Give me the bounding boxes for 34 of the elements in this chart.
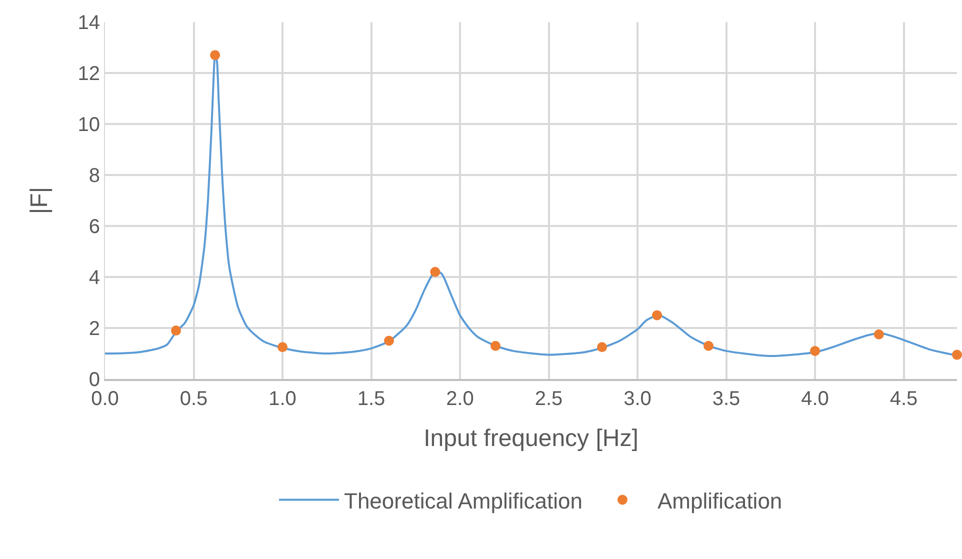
x-tick-label: 0.5 bbox=[180, 388, 208, 410]
y-tick-label: 2 bbox=[88, 318, 100, 340]
y-axis-title: |F| bbox=[26, 186, 53, 214]
x-tick-label: 4.5 bbox=[890, 388, 918, 410]
x-tick-label: 1.5 bbox=[357, 388, 386, 410]
point bbox=[490, 340, 500, 351]
point bbox=[384, 336, 394, 346]
y-tick-label: 10 bbox=[78, 114, 100, 136]
point bbox=[704, 340, 714, 351]
point bbox=[597, 342, 607, 352]
y-tick-label: 4 bbox=[88, 267, 100, 289]
point bbox=[278, 342, 288, 352]
point bbox=[171, 326, 181, 336]
point bbox=[952, 350, 962, 360]
x-tick-label: 3.5 bbox=[712, 388, 740, 410]
x-tick-label: 3.0 bbox=[624, 388, 652, 410]
point bbox=[874, 329, 884, 340]
legend-label: Theoretical Amplification bbox=[344, 488, 582, 514]
y-tick-label: 0 bbox=[88, 369, 100, 391]
point bbox=[430, 266, 440, 277]
y-tick-label: 6 bbox=[88, 216, 100, 238]
legend-label: Amplification bbox=[657, 488, 782, 514]
point bbox=[652, 310, 662, 320]
x-tick-label: 2.5 bbox=[534, 388, 563, 410]
y-tick-label: 8 bbox=[88, 165, 100, 187]
x-tick-label: 1.0 bbox=[268, 388, 296, 410]
y-tick-label: 14 bbox=[78, 12, 100, 34]
x-tick-label: 0.0 bbox=[91, 388, 119, 410]
x-tick-label: 4.0 bbox=[801, 388, 829, 410]
point bbox=[810, 346, 820, 356]
point bbox=[210, 50, 220, 60]
x-axis-title: Input frequency [Hz] bbox=[424, 424, 638, 452]
x-tick-label: 2.0 bbox=[446, 388, 474, 410]
y-tick-label: 12 bbox=[78, 63, 100, 85]
